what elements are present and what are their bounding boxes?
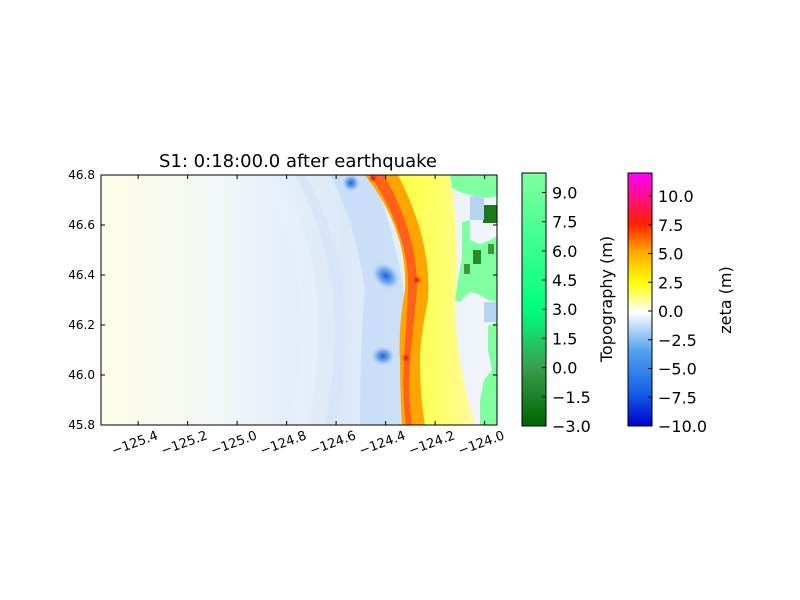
colorbar-tick-label: 0.0 [658, 302, 683, 321]
y-tick-label: 46.2 [68, 318, 95, 332]
x-tick-label: −125.0 [209, 428, 259, 459]
x-tick-label: −124.2 [407, 428, 457, 459]
colorbar-tick-label: 7.5 [552, 213, 577, 232]
peak-mid [412, 275, 422, 285]
topography-colorbar: −3.0 −1.5 0.0 1.5 3.0 4.5 6.0 7.5 9.0 Topography… [521, 172, 616, 436]
topography-colorbar-label: Topography (m) [597, 236, 616, 363]
wave-crest-orange [365, 175, 429, 425]
colorbar-tick-label: 0.0 [552, 359, 577, 378]
x-tick-label: −125.2 [159, 428, 209, 459]
y-tick-label: 45.8 [68, 418, 95, 432]
colorbar-tick-label: 4.5 [552, 271, 577, 290]
y-axis: 45.8 46.0 46.2 46.4 46.6 46.8 [68, 168, 497, 432]
colorbar-tick-label: −3.0 [552, 417, 591, 436]
land-dark-patch [483, 205, 497, 223]
trough-mid [371, 262, 401, 290]
colorbar-tick-label: −1.5 [552, 388, 591, 407]
land-dark-patch [464, 264, 470, 274]
chart-title: S1: 0:18:00.0 after earthquake [159, 151, 437, 172]
plot-area [101, 175, 497, 425]
plot-frame [100, 174, 498, 426]
wave-crest-yellow [398, 175, 475, 425]
zeta-colorbar: −10.0 −7.5 −5.0 −2.5 0.0 2.5 5.0 7.5 10.0 zeta (… [627, 172, 735, 436]
y-tick-label: 46.0 [68, 368, 95, 382]
colorbar-tick-label: 2.5 [658, 273, 683, 292]
colorbar-tick-label: 1.5 [552, 329, 577, 348]
zeta-colorbar-bar [627, 172, 653, 427]
ripple-arc [295, 175, 345, 425]
peak-north [368, 175, 378, 183]
zeta-colorbar-label: zeta (m) [716, 266, 735, 333]
colorbar-tick-label: −7.5 [658, 388, 697, 407]
colorbar-tick-label: −2.5 [658, 331, 697, 350]
land-dark-patch [488, 244, 494, 254]
y-tick-label: 46.6 [68, 218, 95, 232]
x-tick-label: −124.6 [308, 428, 358, 459]
trough-south [371, 346, 395, 366]
colorbar-tick-label: 6.0 [552, 242, 577, 261]
x-tick-label: −124.0 [456, 428, 506, 459]
x-tick-label: −124.8 [258, 428, 308, 459]
land-dark-patch [473, 250, 481, 264]
x-tick-label: −124.4 [357, 428, 407, 459]
peak-south [401, 353, 411, 363]
y-tick-label: 46.4 [68, 268, 95, 282]
ripple-arc [253, 175, 318, 425]
y-tick-label: 46.8 [68, 168, 95, 182]
bay-water [470, 196, 484, 220]
colorbar-tick-label: 3.0 [552, 300, 577, 319]
colorbar-tick-label: 9.0 [552, 183, 577, 202]
colorbar-tick-label: 10.0 [658, 187, 694, 206]
colorbar-tick-label: −10.0 [658, 417, 707, 436]
zeta-colorbar-ticks: −10.0 −7.5 −5.0 −2.5 0.0 2.5 5.0 7.5 10.0 [648, 187, 707, 436]
x-tick-label: −125.4 [110, 428, 160, 459]
topography-colorbar-bar [521, 172, 547, 427]
land-south [480, 322, 497, 425]
land-north [450, 175, 497, 198]
colorbar-tick-label: 7.5 [658, 216, 683, 235]
colorbar-tick-label: −5.0 [658, 360, 697, 379]
bay-water [484, 302, 497, 322]
colorbar-tick-label: 5.0 [658, 245, 683, 264]
trough-north [342, 175, 360, 192]
topography-colorbar-ticks: −3.0 −1.5 0.0 1.5 3.0 4.5 6.0 7.5 9.0 [542, 183, 591, 436]
